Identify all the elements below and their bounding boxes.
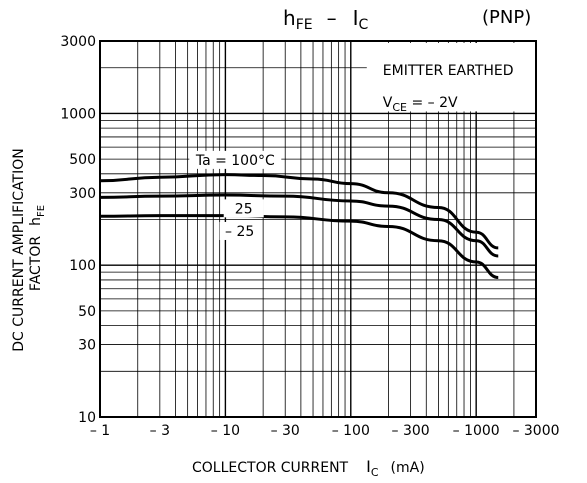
x-tick-label: – 1: [90, 423, 110, 439]
series-curve-0: [99, 173, 499, 250]
chart-title-tag: (PNP): [482, 7, 531, 28]
y-axis-label-line1: DC CURRENT AMPLIFICATION: [11, 148, 27, 351]
y-axis-label-line2: FACTORhFE: [28, 205, 47, 291]
plot-frame: [99, 40, 537, 418]
series-label-bg: [223, 199, 264, 218]
x-tick-labels: – 1 – 3 – 10 – 30 – 100 – 300 – 1000 – 3000: [90, 423, 560, 439]
series-label: 25: [235, 201, 253, 217]
y-tick-label: 30: [78, 338, 96, 354]
y-tick-label: 3000: [60, 34, 96, 50]
series-curve-1: [99, 193, 499, 258]
series-labels: Ta = 100°C 25 – 25: [189, 150, 282, 240]
y-tick-label: 500: [69, 152, 96, 168]
x-tick-label: – 3: [150, 423, 170, 439]
x-tick-label: – 1000: [453, 423, 500, 439]
y-tick-label: 100: [69, 258, 96, 274]
series-curve-2: [99, 214, 499, 279]
x-tick-label: – 300: [392, 423, 430, 439]
series-label: Ta = 100°C: [195, 153, 275, 169]
x-axis-label: COLLECTOR CURRENT IC (mA): [192, 457, 425, 479]
y-tick-label: 1000: [60, 106, 96, 122]
x-tick-label: – 30: [271, 423, 300, 439]
y-tick-label: 300: [69, 186, 96, 202]
x-tick-label: – 100: [332, 423, 370, 439]
y-tick-labels: 10 30 50 100 300 500 1000 3000: [60, 34, 96, 426]
series-label: – 25: [225, 224, 254, 240]
curves: [99, 173, 499, 279]
series-label-bg: [219, 221, 260, 240]
series-label-bg: [189, 150, 282, 169]
annotation-emitter-earthed: EMITTER EARTHED: [383, 63, 514, 79]
annotation-box: EMITTER EARTHED VCE = – 2V: [366, 43, 535, 114]
x-tick-label: – 10: [211, 423, 240, 439]
x-tick-label: – 3000: [512, 423, 559, 439]
y-tick-label: 50: [78, 304, 96, 320]
chart-title: hFE – IC: [283, 6, 369, 33]
annotation-vce: VCE = – 2V: [383, 95, 458, 114]
y-tick-label: 10: [78, 410, 96, 426]
